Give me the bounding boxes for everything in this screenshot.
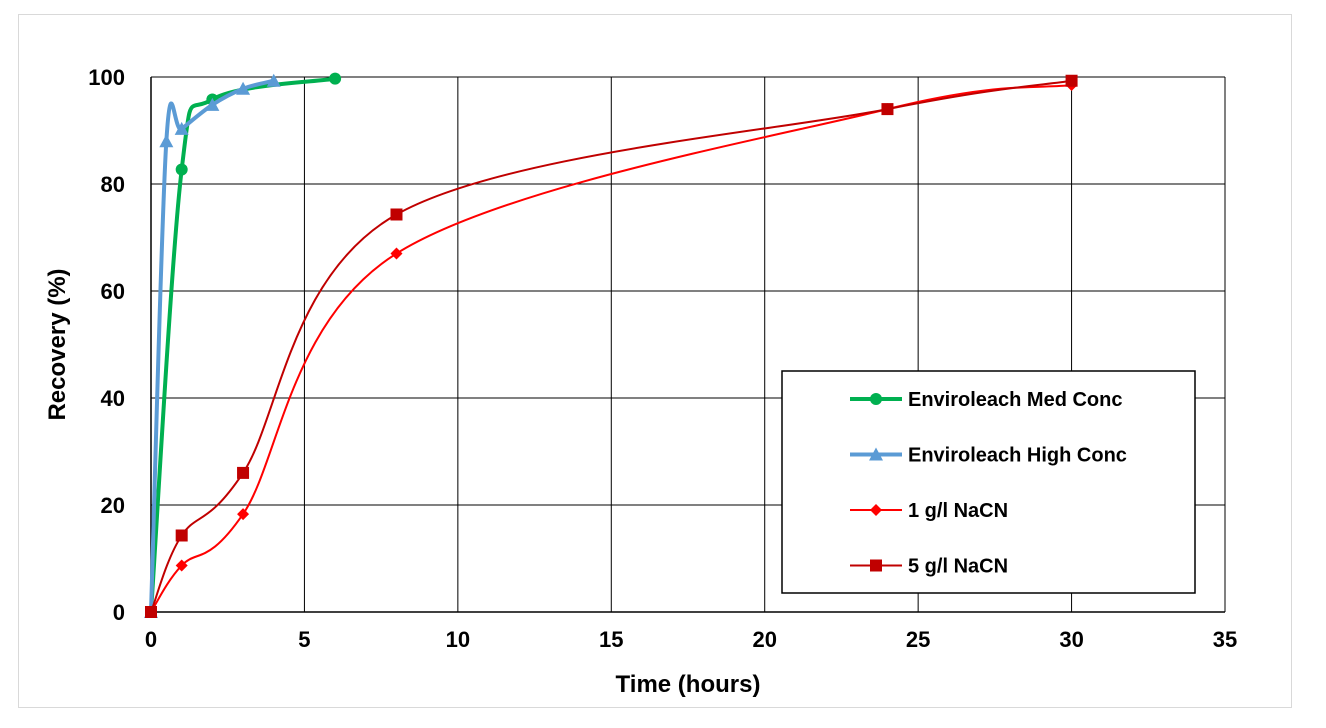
x-tick-label-1: 5 [298, 627, 310, 652]
series-line-3 [150, 79, 1072, 613]
x-tick-label-4: 20 [752, 627, 776, 652]
x-tick-label-3: 15 [599, 627, 623, 652]
y-tick-label-1: 20 [101, 493, 125, 518]
data-point-1-5 [266, 73, 281, 87]
legend-label-2: 1 g/l NaCN [908, 500, 1008, 522]
data-point-2-3 [390, 247, 403, 260]
legend-marker-0 [870, 393, 882, 405]
x-tick-label-7: 35 [1213, 627, 1237, 652]
y-tick-label-4: 80 [101, 172, 125, 197]
series-line-0 [149, 76, 336, 613]
data-point-2-2 [237, 508, 250, 521]
y-tick-label-3: 60 [101, 279, 125, 304]
legend-label-3: 5 g/l NaCN [908, 556, 1008, 578]
data-point-3-3 [390, 208, 403, 221]
data-point-0-1 [175, 163, 188, 176]
data-point-3-0 [145, 606, 157, 618]
x-tick-label-5: 25 [906, 627, 930, 652]
data-point-0-3 [329, 72, 342, 85]
y-tick-label-0: 0 [113, 600, 125, 625]
legend-box [781, 370, 1196, 594]
data-point-1-4 [236, 81, 251, 95]
data-point-3-5 [1065, 74, 1078, 87]
legend-marker-3 [870, 559, 882, 572]
series-3 [145, 74, 1078, 618]
legend-marker-2 [870, 504, 882, 516]
data-point-2-1 [175, 559, 188, 572]
data-point-3-2 [237, 466, 250, 479]
x-tick-label-2: 10 [446, 627, 470, 652]
y-tick-label-2: 40 [101, 386, 125, 411]
x-axis-title: Time (hours) [616, 671, 761, 698]
legend: Enviroleach Med Conc Enviroleach High Con… [781, 370, 1196, 594]
data-point-3-1 [175, 529, 188, 542]
data-point-1-2 [174, 121, 189, 135]
y-tick-label-5: 100 [88, 65, 125, 90]
x-tick-label-0: 0 [145, 627, 157, 652]
legend-label-1: Enviroleach High Conc [908, 445, 1127, 467]
y-axis-title: Recovery (%) [44, 268, 71, 420]
legend-marker-1 [869, 447, 883, 461]
data-point-1-3 [205, 97, 220, 111]
data-point-3-4 [881, 103, 894, 116]
x-tick-label-6: 30 [1059, 627, 1083, 652]
data-point-1-1 [159, 134, 174, 148]
legend-label-0: Enviroleach Med Conc [908, 389, 1123, 411]
